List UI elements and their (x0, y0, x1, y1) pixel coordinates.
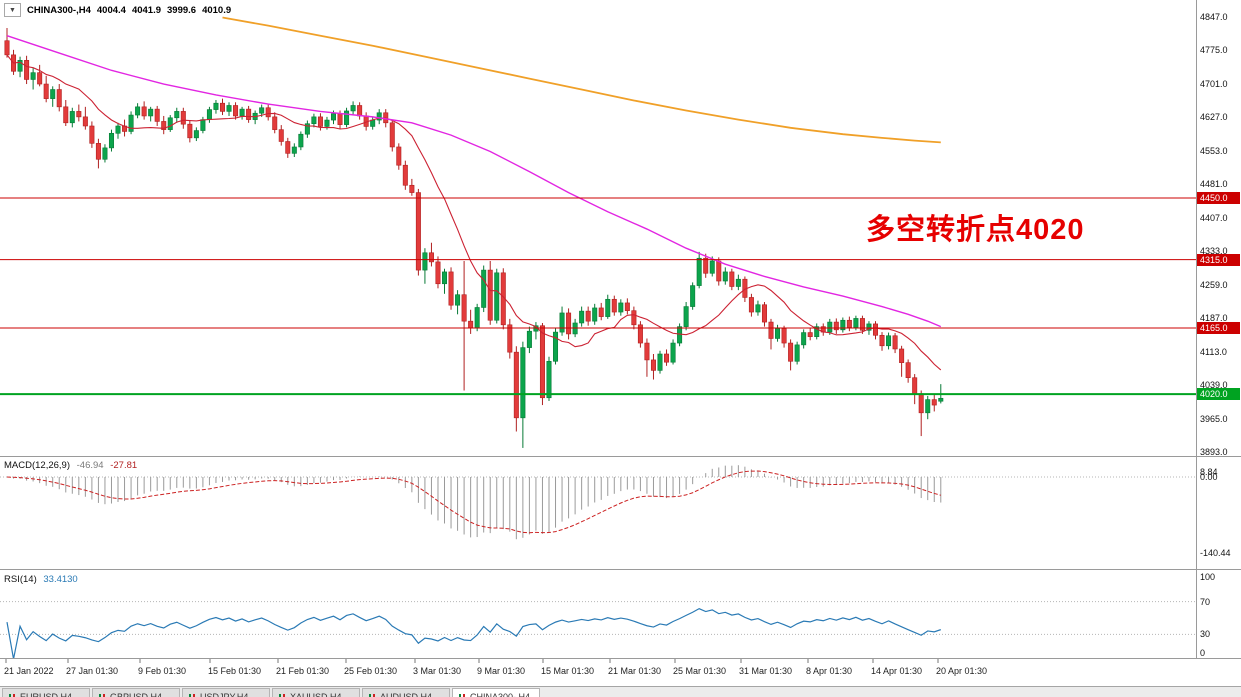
macd-signal-value: -27.81 (110, 460, 138, 471)
price-tick-label: 3893.0 (1200, 447, 1228, 458)
macd-scale-label: 8.84 (1200, 467, 1218, 478)
price-tick-label: 4407.0 (1200, 212, 1228, 223)
price-tick-label: 4187.0 (1200, 312, 1228, 323)
symbol-dropdown-button[interactable]: ▼ (4, 3, 21, 17)
chart-tab[interactable]: EURUSD,H4 (2, 688, 90, 697)
rsi-scale-label: 0 (1200, 648, 1206, 658)
time-axis-label: 15 Feb 01:30 (208, 666, 262, 676)
price-panel[interactable] (4, 16, 944, 448)
price-tick-label: 4113.0 (1200, 346, 1227, 357)
price-tick-label: 4847.0 (1200, 12, 1228, 22)
candlestick-icon (9, 693, 16, 697)
rsi-scale-label: 100 (1200, 572, 1216, 582)
rsi-label: RSI(14) (4, 574, 37, 585)
macd-panel (6, 465, 942, 540)
macd-signal-line (6, 470, 941, 534)
level-price-badge: 4450.0 (1197, 192, 1240, 205)
price-tick-label: 4333.0 (1200, 246, 1228, 257)
chart-tab-label: CHINA300-,H4 (470, 692, 531, 697)
candlestick-icon (279, 693, 286, 697)
time-axis-label: 9 Mar 01:30 (477, 666, 526, 676)
price-tick-label: 4627.0 (1200, 112, 1228, 123)
time-axis-label: 20 Apr 01:30 (936, 666, 988, 676)
rsi-scale-label: 30 (1200, 629, 1211, 640)
time-axis-label: 27 Jan 01:30 (66, 666, 119, 676)
rsi-panel (6, 607, 941, 658)
level-price-badge: 4165.0 (1197, 322, 1240, 334)
chart-tab-label: USDJPY,H4 (200, 692, 249, 697)
candlestick-icon (369, 693, 376, 697)
chart-tab-bar: EURUSD,H4 GBPUSD,H4 USDJPY,H4 XAUUSD,H4 AUDU… (0, 686, 1241, 697)
macd-scale-label: -140.44 (1200, 547, 1231, 558)
ma-magenta-line (6, 35, 942, 328)
candlestick-icon (99, 693, 106, 697)
time-axis-label: 15 Mar 01:30 (541, 666, 595, 676)
candlestick-icon (459, 693, 466, 697)
macd-scale-label: 0.00 (1200, 472, 1218, 482)
candlestick-icon (189, 693, 196, 697)
rsi-value: 33.4130 (43, 574, 78, 585)
chart-tab-label: XAUUSD,H4 (290, 692, 342, 697)
time-axis-label: 3 Mar 01:30 (413, 666, 462, 676)
time-axis-label: 14 Apr 01:30 (871, 666, 923, 676)
chart-tab[interactable]: USDJPY,H4 (182, 688, 270, 697)
rsi-scale-label: 70 (1200, 596, 1211, 607)
chart-tab[interactable]: XAUUSD,H4 (272, 688, 360, 697)
chart-tab[interactable]: CHINA300-,H4 (452, 688, 540, 697)
ohlc-close-value: 4010.9 (202, 4, 232, 16)
price-tick-label: 4039.0 (1200, 380, 1228, 391)
symbol-period-label: CHINA300-,H4 (27, 4, 91, 16)
price-tick-label: 4775.0 (1200, 44, 1228, 55)
price-tick-label: 4259.0 (1200, 280, 1228, 291)
chart-tab[interactable]: AUDUSD,H4 (362, 688, 450, 697)
ohlc-open-value: 4004.4 (96, 4, 126, 16)
price-tick-label: 4701.0 (1200, 78, 1228, 89)
price-tick-label: 3965.0 (1200, 414, 1228, 425)
rsi-panel-label: RSI(14) 33.4130 (4, 574, 82, 585)
ohlc-low-value: 3999.6 (167, 4, 197, 16)
macd-panel-label: MACD(12,26,9) -46.94 -27.81 (4, 460, 141, 471)
chart-tab-label: EURUSD,H4 (20, 692, 73, 697)
time-axis-label: 31 Mar 01:30 (739, 666, 793, 676)
price-tick-label: 4553.0 (1200, 146, 1228, 157)
time-axis-label: 25 Feb 01:30 (344, 666, 398, 676)
macd-main-value: -46.94 (76, 460, 104, 471)
ma-orange-line (222, 16, 941, 144)
level-price-badge: 4020.0 (1197, 388, 1240, 401)
time-axis-label: 9 Feb 01:30 (138, 666, 187, 676)
time-axis-label: 21 Jan 2022 (4, 666, 54, 676)
price-tick-label: 4481.0 (1200, 178, 1228, 189)
chart-tab-label: AUDUSD,H4 (380, 692, 433, 697)
ma-fast-line (6, 54, 942, 371)
chart-tab-label: GBPUSD,H4 (110, 692, 163, 697)
time-axis-label: 8 Apr 01:30 (806, 666, 853, 676)
time-axis-label: 21 Mar 01:30 (608, 666, 662, 676)
rsi-line (6, 607, 941, 658)
chart-tab[interactable]: GBPUSD,H4 (92, 688, 180, 697)
time-axis-label: 25 Mar 01:30 (673, 666, 727, 676)
macd-label: MACD(12,26,9) (4, 460, 70, 471)
chevron-down-icon: ▼ (9, 6, 16, 14)
chart-header: ▼ CHINA300-,H4 4004.4 4041.9 3999.6 4010… (4, 3, 231, 17)
level-price-badge: 4315.0 (1197, 253, 1240, 266)
annotation-text: 多空转折点4020 (866, 214, 1085, 246)
ohlc-high-value: 4041.9 (131, 4, 162, 16)
time-axis-label: 21 Feb 01:30 (276, 666, 330, 676)
